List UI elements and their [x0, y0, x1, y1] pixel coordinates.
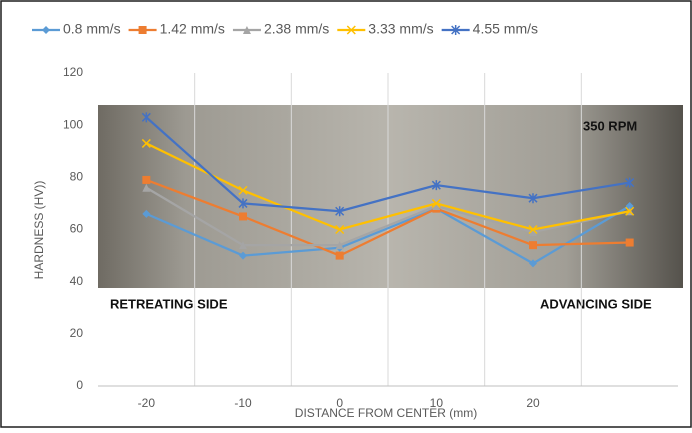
point-marker [238, 198, 248, 209]
legend-label: 0.8 mm/s [63, 21, 121, 37]
x-axis-title: DISTANCE FROM CENTER (mm) [295, 406, 477, 420]
y-tick-label: 80 [70, 170, 84, 184]
point-marker [239, 241, 247, 250]
point-marker [431, 180, 441, 191]
series-line [145, 186, 630, 247]
point-marker [335, 251, 344, 260]
x-tick-label: -20 [138, 396, 156, 410]
y-tick-label: 120 [63, 65, 83, 79]
legend-marker [346, 25, 356, 35]
legend-marker [242, 26, 251, 34]
series-line [145, 142, 630, 231]
legend-marker [138, 26, 147, 34]
point-marker [625, 177, 635, 188]
point-marker [625, 206, 635, 216]
x-tick-label: 0 [336, 396, 343, 410]
point-marker [141, 138, 151, 148]
point-marker [335, 224, 345, 235]
legend-marker [451, 25, 461, 35]
point-marker [142, 183, 151, 192]
point-marker [528, 224, 538, 235]
y-axis-title: HARDNESS (HV)) [32, 181, 46, 280]
point-marker [625, 202, 634, 211]
legend-label: 2.38 mm/s [264, 21, 329, 37]
y-tick-label: 100 [63, 117, 83, 131]
legend-label: 1.42 mm/s [160, 21, 225, 37]
point-marker [142, 175, 151, 184]
point-marker [529, 228, 537, 237]
legend-marker [42, 26, 50, 34]
y-tick-label: 60 [70, 222, 84, 236]
point-marker [625, 238, 634, 247]
point-marker [238, 185, 248, 195]
series-line [145, 205, 631, 265]
series-line [145, 178, 630, 257]
point-marker [528, 193, 538, 204]
y-tick-label: 0 [76, 378, 83, 392]
legend-label: 4.55 mm/s [473, 21, 538, 37]
point-marker [239, 251, 247, 260]
point-marker [529, 259, 537, 268]
x-tick-label: 10 [430, 396, 444, 410]
y-tick-label: 40 [70, 274, 84, 288]
point-marker [529, 241, 537, 250]
point-marker [335, 206, 345, 217]
y-tick-label: 20 [70, 326, 84, 340]
x-tick-label: -10 [234, 396, 252, 410]
point-marker [239, 212, 247, 221]
annotation: 350 RPM [583, 118, 637, 133]
point-marker [335, 241, 344, 250]
point-marker [432, 202, 441, 211]
x-tick-label: 20 [526, 396, 540, 410]
annotation: ADVANCING SIDE [540, 296, 652, 311]
series-line [145, 116, 630, 213]
legend-label: 3.33 mm/s [368, 21, 433, 37]
point-marker [431, 198, 441, 208]
point-marker [142, 209, 151, 218]
point-marker [141, 112, 151, 123]
annotation: RETREATING SIDE [110, 296, 228, 311]
